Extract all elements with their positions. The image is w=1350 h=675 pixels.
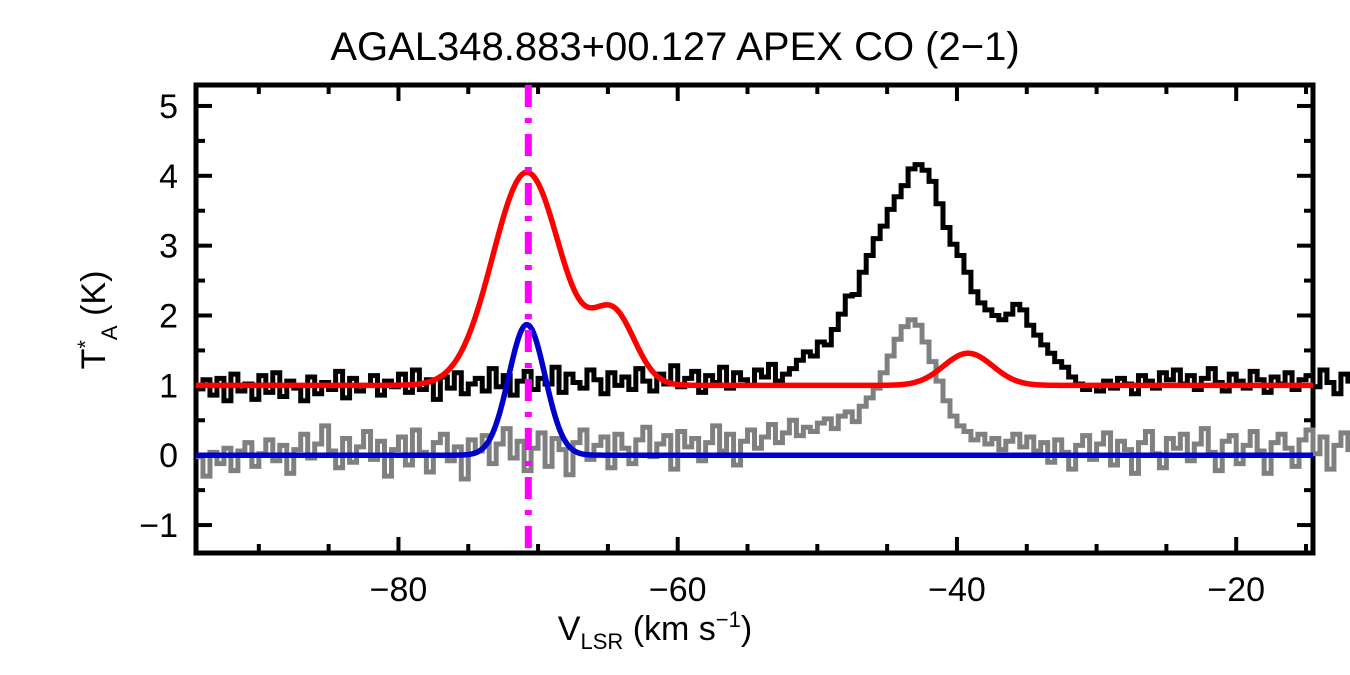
axis-ticks	[196, 85, 1313, 553]
series-curve-3	[196, 321, 1313, 458]
y-axis-label-main: T	[75, 349, 113, 370]
x-axis-label-main: V	[558, 610, 581, 648]
y-tick-labels: −1 0 1 2 3 4 5	[139, 88, 178, 545]
y-tick-label: 2	[159, 298, 178, 336]
y-axis-label-unit: (K)	[75, 271, 113, 326]
y-tick-label: 0	[159, 437, 178, 475]
svg-text:T*A (K): T*A (K)	[73, 271, 122, 370]
page-title: AGAL348.883+00.127 APEX CO (2−1)	[330, 25, 1019, 69]
x-tick-label: −20	[1207, 571, 1265, 609]
svg-text:VLSR (km s−1): VLSR (km s−1)	[558, 607, 752, 654]
axes-frame	[193, 82, 1316, 556]
y-tick-label: 1	[159, 367, 178, 405]
x-axis-label: VLSR (km s−1)	[558, 607, 752, 654]
series-curve-1	[196, 169, 1313, 389]
y-axis-label-sub: A	[97, 325, 122, 340]
x-tick-label: −60	[649, 571, 707, 609]
y-tick-label: 5	[159, 88, 178, 126]
y-tick-label: −1	[139, 507, 178, 545]
x-tick-label: −40	[928, 571, 986, 609]
x-axis-label-sub: LSR	[580, 629, 623, 654]
y-tick-label: 4	[159, 158, 178, 196]
series-histogram-2	[196, 317, 1350, 482]
x-tick-labels: −80 −60 −40 −20	[370, 571, 1265, 609]
x-tick-label: −80	[370, 571, 428, 609]
x-axis-label-unit-sup: −1	[716, 607, 741, 632]
y-axis-label: T*A (K)	[73, 271, 122, 370]
y-tick-label: 3	[159, 228, 178, 266]
series-histogram-0	[196, 162, 1350, 404]
y-axis-label-sup: *	[73, 340, 98, 349]
x-axis-label-unit-open: (km s	[623, 610, 716, 648]
x-axis-label-unit-close: )	[741, 610, 752, 648]
plot-frame	[193, 82, 1316, 556]
data-series	[196, 162, 1350, 482]
